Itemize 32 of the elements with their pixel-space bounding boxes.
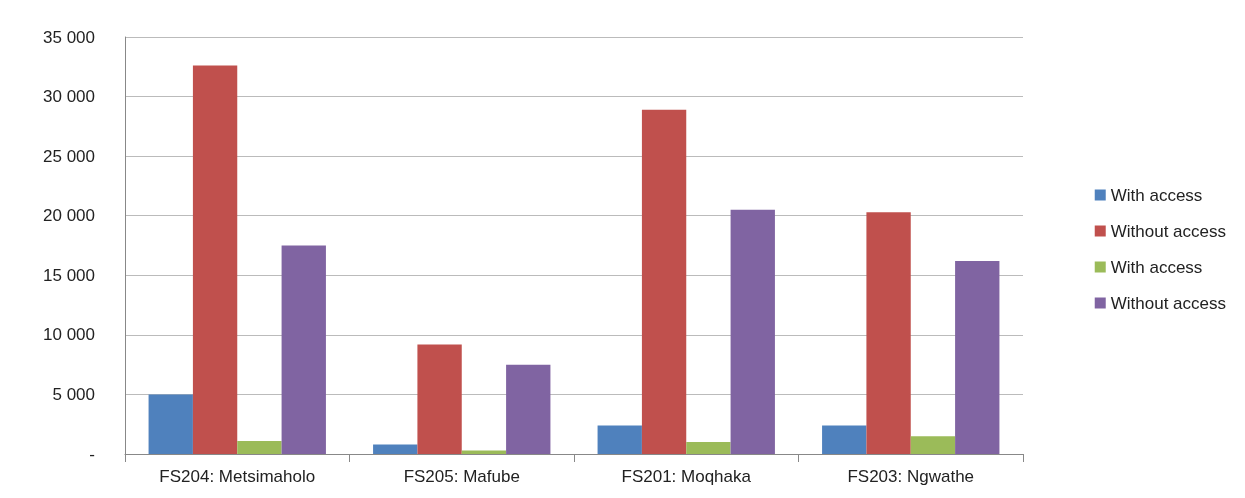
bar: [866, 212, 911, 454]
bar: [373, 444, 418, 454]
bar: [148, 394, 193, 454]
legend-label: Without access: [1110, 293, 1226, 313]
y-tick-label: 35 000: [43, 27, 95, 47]
y-tick-label: 10 000: [43, 325, 95, 345]
bar: [506, 364, 551, 454]
bar: [237, 440, 282, 454]
bar: [910, 436, 956, 454]
bar: [686, 442, 731, 454]
y-tick-label: 15 000: [43, 265, 95, 285]
bar: [822, 425, 867, 454]
x-tick-label: FS205: Mafube: [403, 467, 520, 486]
bar: [955, 260, 1000, 454]
x-tick-label: FS204: Metsimaholo: [159, 467, 316, 486]
bar: [417, 344, 462, 454]
y-tick-label: -: [89, 444, 95, 464]
bar: [641, 109, 687, 454]
y-tick-label: 25 000: [43, 146, 95, 166]
y-tick-label: 20 000: [43, 206, 95, 226]
bar: [192, 65, 238, 454]
y-tick-label: 30 000: [43, 87, 95, 107]
bar: [281, 245, 326, 454]
bar: [597, 425, 642, 454]
legend-label: With access: [1110, 257, 1203, 277]
x-tick-label: FS203: Ngwathe: [847, 467, 975, 486]
legend-label: With access: [1110, 185, 1203, 205]
x-tick-label: FS201: Moqhaka: [621, 467, 752, 486]
legend-label: Without access: [1110, 221, 1226, 241]
bar: [730, 209, 775, 454]
bar: [461, 450, 507, 454]
y-tick-label: 5 000: [52, 384, 95, 404]
